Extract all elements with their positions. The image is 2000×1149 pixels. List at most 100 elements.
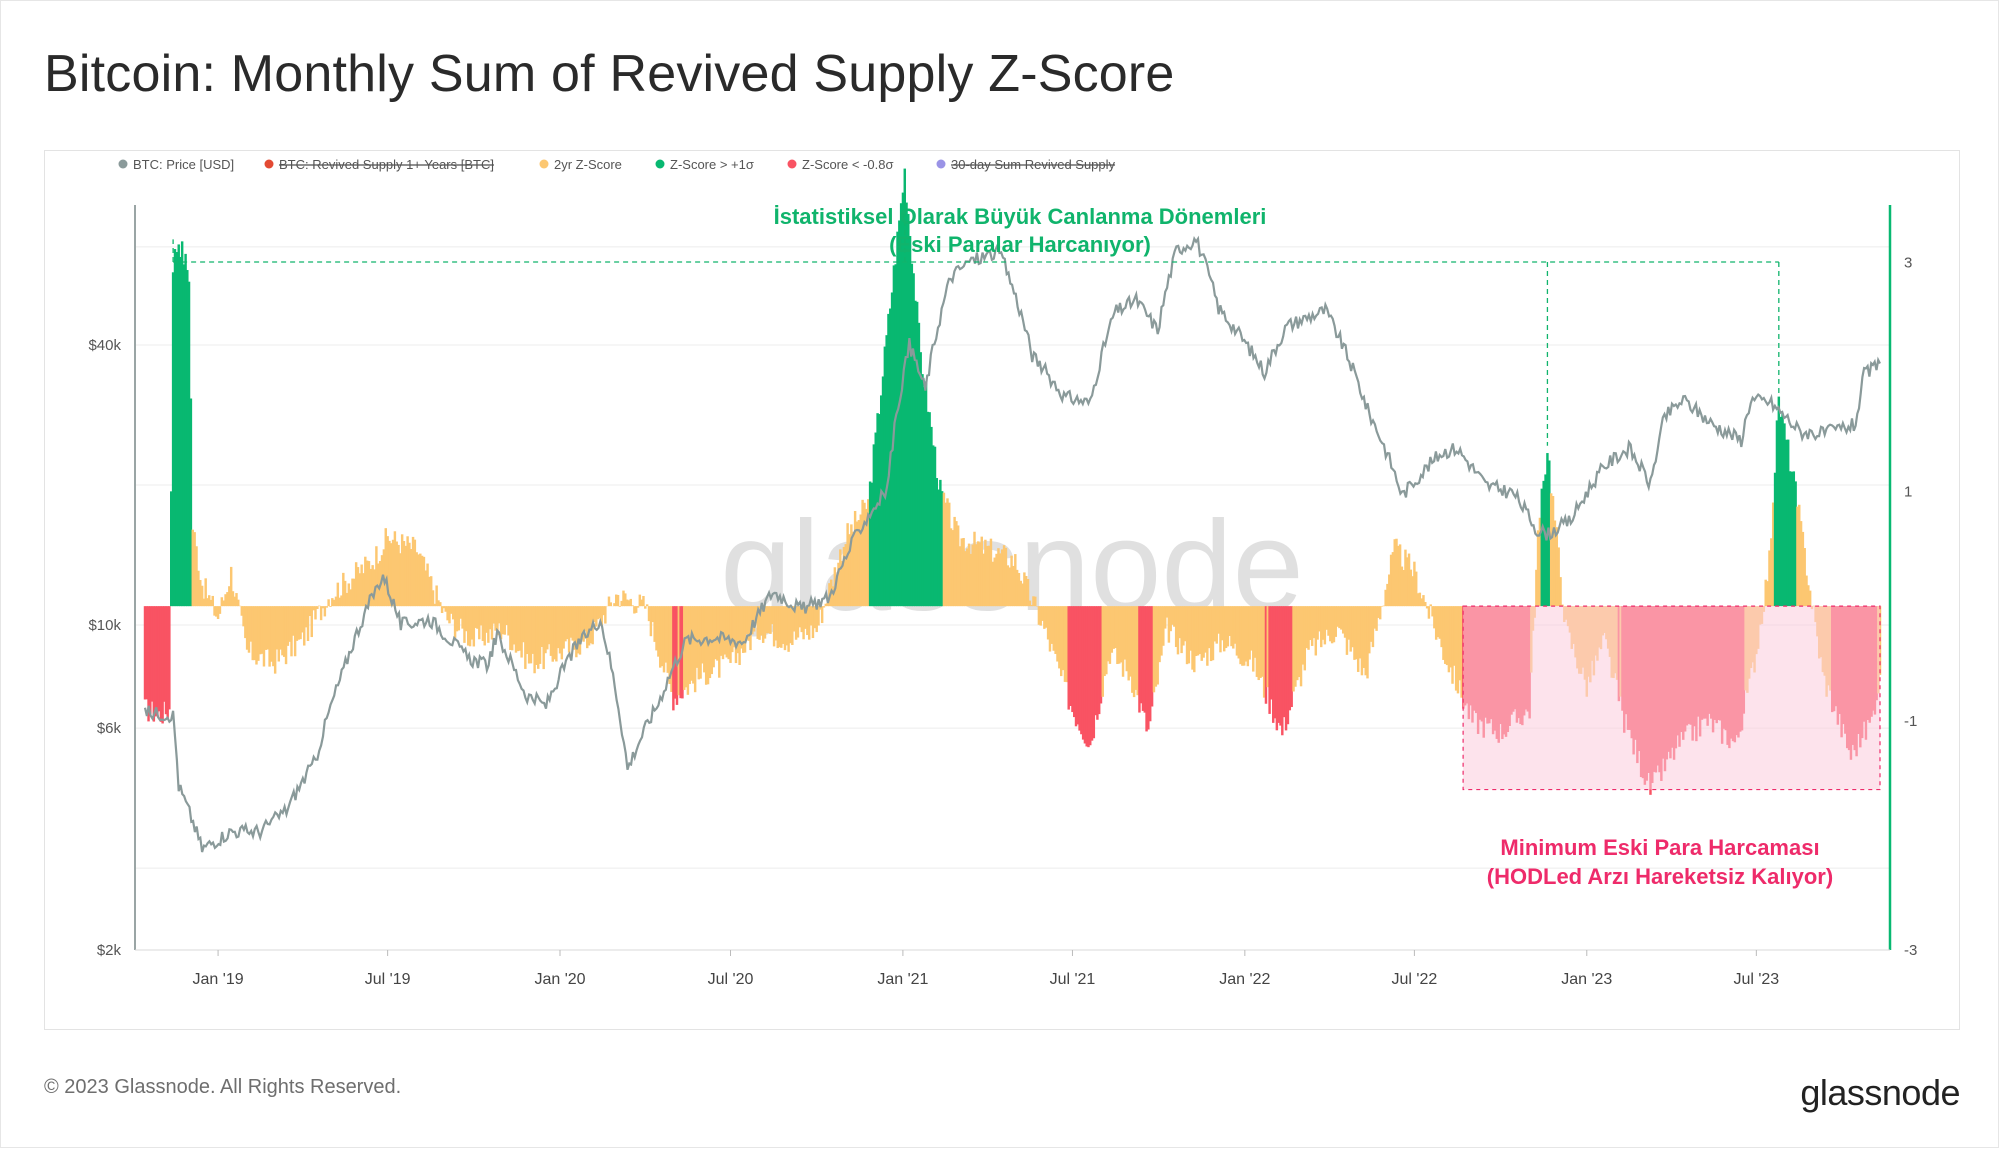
zscore-bar: [525, 606, 529, 655]
zscore-bar: [564, 606, 567, 642]
zscore-bar: [627, 600, 631, 607]
zscore-bar: [1019, 580, 1022, 607]
zscore-bar: [301, 606, 304, 633]
zscore-bar: [930, 426, 933, 607]
zscore-bar: [781, 606, 785, 644]
zscore-bar: [474, 606, 477, 628]
zscore-bar: [976, 541, 980, 607]
zscore-bar: [496, 606, 499, 636]
zscore-bar: [1145, 606, 1148, 732]
zscore-bar: [433, 603, 437, 607]
zscore-bar: [1118, 606, 1121, 664]
zscore-bar: [1343, 606, 1347, 638]
zscore-bar: [175, 252, 179, 607]
zscore-bar: [429, 576, 433, 607]
zscore-bar: [1012, 565, 1015, 607]
zscore-bar: [589, 606, 593, 644]
zscore-bar: [245, 606, 249, 650]
zscore-bar: [395, 541, 398, 607]
y2-tick-label: -3: [1904, 942, 1917, 959]
zscore-bar: [546, 606, 549, 650]
zscore-bar: [879, 395, 883, 607]
zscore-bar: [861, 499, 864, 607]
zscore-bar: [769, 606, 772, 634]
zscore-bar: [701, 606, 704, 664]
zscore-bar: [1356, 606, 1360, 672]
zscore-bar: [1184, 606, 1187, 642]
zscore-bar: [202, 598, 206, 607]
zscore-bar: [807, 606, 811, 640]
zscore-bar: [397, 544, 400, 607]
zscore-bar: [1253, 606, 1257, 658]
zscore-bar: [466, 606, 470, 646]
zscore-bar: [303, 606, 306, 646]
zscore-bar: [1165, 606, 1169, 618]
zscore-bar: [1204, 606, 1207, 653]
zscore-bar: [154, 606, 157, 717]
zscore-bar: [163, 606, 166, 702]
zscore-bar: [1341, 606, 1345, 634]
zscore-bar: [157, 606, 161, 712]
zscore-bar: [1230, 606, 1233, 647]
zscore-bar: [1377, 606, 1380, 618]
zscore-bar: [1228, 606, 1231, 636]
zscore-bar: [1239, 606, 1242, 665]
zscore-bar: [1325, 606, 1328, 630]
zscore-bar: [1121, 606, 1125, 677]
zscore-bar: [509, 606, 512, 650]
zscore-bar: [228, 586, 231, 607]
zscore-bar: [1307, 606, 1310, 650]
zscore-bar: [1196, 606, 1200, 656]
zscore-bar: [288, 606, 291, 642]
zscore-bar: [424, 570, 427, 607]
zscore-bar: [461, 606, 464, 629]
zscore-bar: [1206, 606, 1209, 666]
zscore-bar: [1447, 606, 1451, 673]
zscore-bar: [907, 213, 910, 607]
zscore-bar: [1264, 606, 1268, 704]
zscore-bar: [668, 606, 671, 684]
zscore-bar: [1409, 569, 1413, 607]
zscore-bar: [1369, 606, 1373, 642]
y-tick-label: $2k: [97, 942, 122, 959]
zscore-bar: [410, 549, 413, 607]
zscore-bar: [240, 606, 244, 616]
zscore-bar: [553, 606, 556, 660]
zscore-bar: [1232, 606, 1235, 649]
zscore-bar: [173, 249, 177, 607]
zscore-bar: [809, 606, 813, 626]
zscore-bar: [184, 253, 187, 607]
zscore-bar: [917, 322, 921, 607]
zscore-bar: [1364, 606, 1367, 676]
zscore-bar: [946, 498, 949, 607]
zscore-bar: [353, 578, 356, 607]
zscore-bar: [1559, 577, 1562, 607]
zscore-bar: [840, 561, 844, 607]
zscore-bar: [883, 346, 887, 607]
zscore-bar: [242, 606, 245, 627]
zscore-bar: [1398, 544, 1402, 607]
zscore-bar: [1074, 606, 1078, 727]
zscore-bar: [390, 543, 393, 607]
zscore-bar: [903, 168, 906, 607]
zscore-bar: [1549, 493, 1553, 607]
legend-marker: [787, 159, 797, 169]
zscore-bar: [1801, 531, 1805, 607]
zscore-bar: [872, 444, 876, 607]
zscore-bar: [993, 557, 996, 607]
zscore-bar: [419, 553, 422, 607]
zscore-bar: [1764, 579, 1767, 607]
zscore-bar: [1089, 606, 1092, 746]
zscore-bar: [400, 534, 404, 607]
zscore-bar: [1340, 606, 1343, 630]
zscore-bar: [783, 606, 787, 651]
zscore-bar: [813, 606, 817, 629]
zscore-bar: [1349, 606, 1352, 652]
zscore-bar: [1136, 606, 1139, 696]
zscore-bar: [1073, 606, 1076, 718]
zscore-bar: [1440, 606, 1443, 648]
zscore-bar: [653, 606, 656, 642]
zscore-bar: [924, 381, 928, 607]
zscore-bar: [1355, 606, 1358, 660]
zscore-bar: [607, 596, 611, 607]
